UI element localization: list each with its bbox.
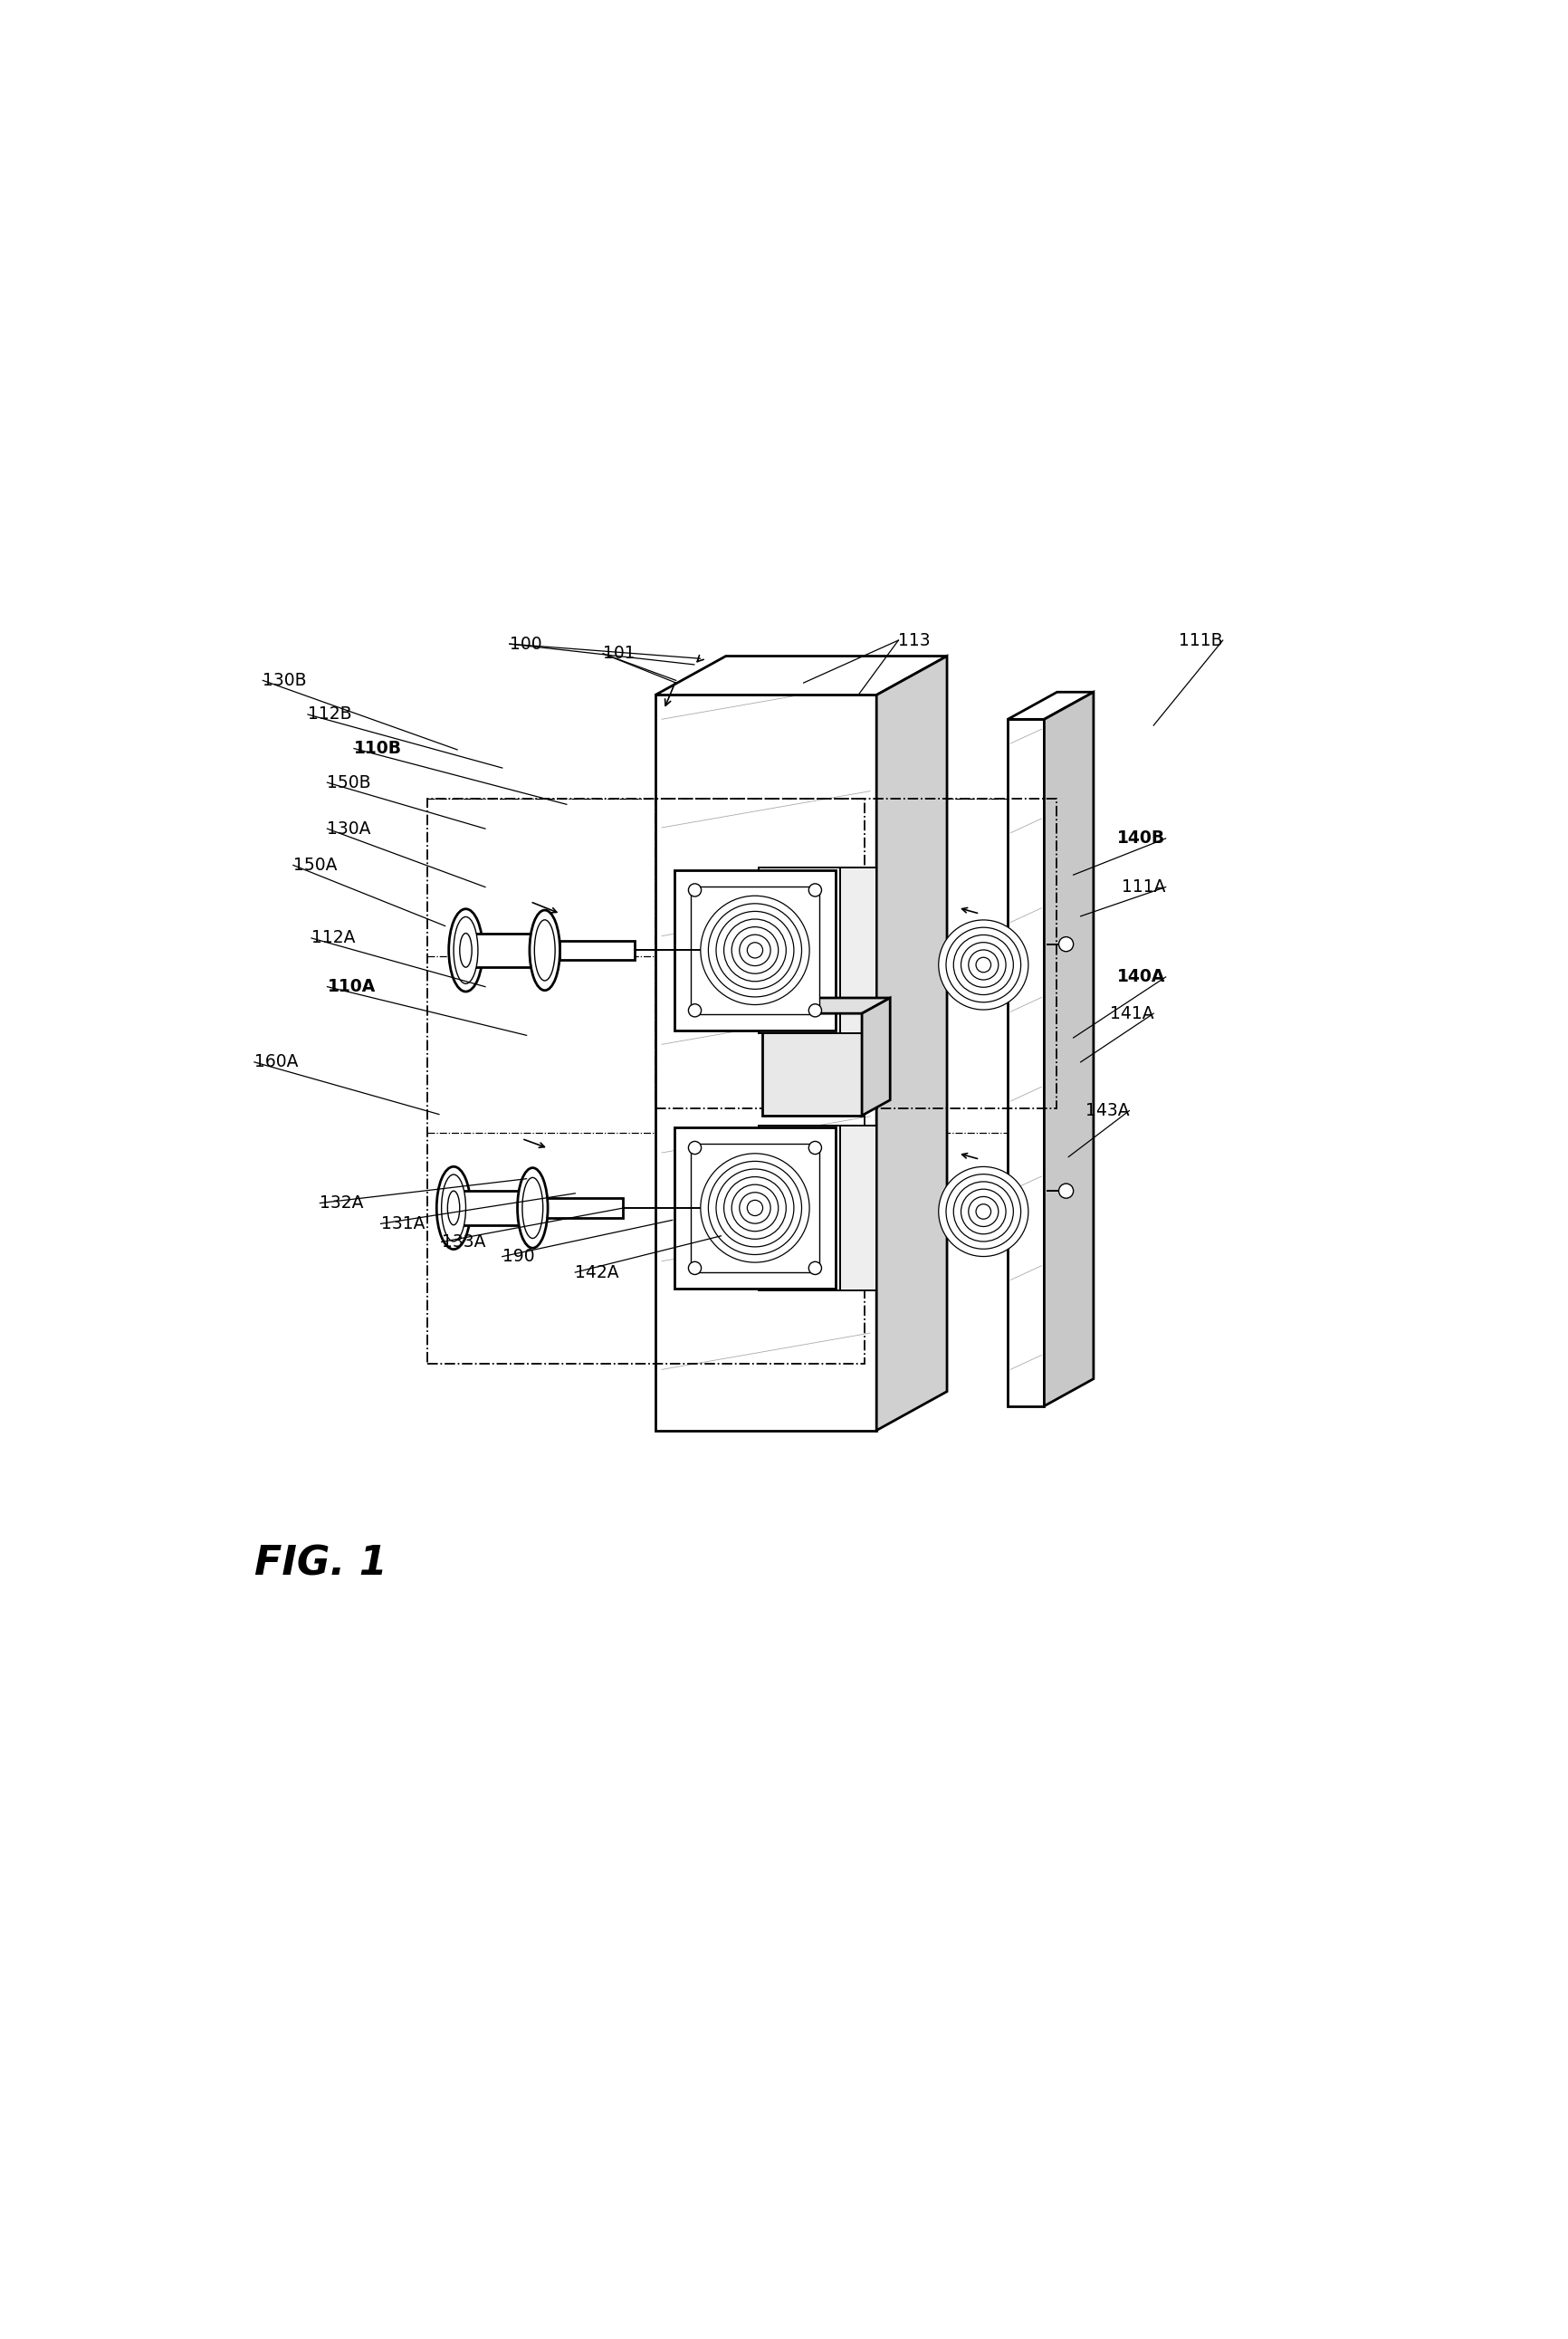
Text: 150A: 150A [293, 856, 337, 875]
Ellipse shape [459, 933, 472, 968]
Circle shape [740, 936, 770, 966]
Bar [674, 870, 836, 1031]
Circle shape [701, 896, 809, 1006]
Text: 150B: 150B [328, 774, 372, 791]
Polygon shape [1044, 692, 1093, 1406]
Text: 100: 100 [510, 636, 543, 653]
Circle shape [732, 1184, 778, 1230]
Polygon shape [1008, 692, 1093, 720]
Circle shape [809, 884, 822, 896]
Bar [655, 695, 877, 1431]
Text: 190: 190 [502, 1249, 535, 1265]
Text: 142A: 142A [575, 1263, 619, 1282]
Ellipse shape [522, 1177, 543, 1237]
Circle shape [809, 1261, 822, 1275]
Circle shape [717, 912, 793, 989]
Ellipse shape [453, 917, 478, 985]
Circle shape [939, 919, 1029, 1010]
Circle shape [969, 1198, 999, 1226]
Circle shape [688, 1003, 701, 1017]
Circle shape [717, 1170, 793, 1247]
Bar [453, 1191, 533, 1226]
Ellipse shape [442, 1174, 466, 1242]
Text: 112A: 112A [312, 929, 356, 947]
Circle shape [946, 929, 1021, 1001]
Text: 140B: 140B [1118, 830, 1165, 847]
Bar [840, 1125, 877, 1291]
Circle shape [939, 1167, 1029, 1256]
Bar [655, 798, 1057, 1109]
Circle shape [688, 1261, 701, 1275]
Bar [759, 868, 856, 1034]
Circle shape [809, 1003, 822, 1017]
Circle shape [748, 1200, 762, 1216]
Text: 133A: 133A [442, 1233, 486, 1251]
Bar [426, 798, 864, 1364]
Text: 141A: 141A [1110, 1006, 1154, 1022]
Circle shape [724, 919, 786, 982]
Circle shape [969, 950, 999, 980]
Polygon shape [762, 999, 891, 1013]
Circle shape [748, 943, 762, 959]
Circle shape [732, 926, 778, 973]
Bar [547, 1198, 622, 1219]
Text: 110A: 110A [328, 978, 375, 996]
Circle shape [1058, 938, 1074, 952]
Text: FIG. 1: FIG. 1 [254, 1544, 387, 1584]
Circle shape [953, 936, 1013, 994]
Circle shape [740, 1193, 770, 1223]
Bar [560, 940, 635, 959]
Circle shape [688, 1141, 701, 1153]
Ellipse shape [517, 1167, 547, 1249]
Ellipse shape [448, 910, 483, 992]
Bar [759, 1125, 856, 1291]
Circle shape [809, 1141, 822, 1153]
Text: 113: 113 [898, 632, 931, 648]
Circle shape [953, 1181, 1013, 1242]
Circle shape [701, 1153, 809, 1263]
Text: 160A: 160A [254, 1053, 298, 1071]
Circle shape [961, 943, 1007, 987]
Text: 110B: 110B [354, 739, 401, 758]
Ellipse shape [535, 919, 555, 980]
Bar [1008, 720, 1044, 1406]
Polygon shape [862, 999, 891, 1116]
Text: 111A: 111A [1121, 879, 1165, 896]
Circle shape [946, 1174, 1021, 1249]
Circle shape [724, 1177, 786, 1240]
Ellipse shape [530, 910, 560, 989]
Text: 112B: 112B [307, 706, 351, 723]
Circle shape [975, 1205, 991, 1219]
Circle shape [709, 903, 801, 996]
Bar [466, 933, 544, 968]
Bar [840, 868, 877, 1034]
Text: 131A: 131A [381, 1216, 425, 1233]
Bar [762, 1013, 862, 1116]
Bar [691, 1144, 818, 1272]
Bar [691, 886, 818, 1015]
Circle shape [961, 1188, 1007, 1235]
Text: 101: 101 [604, 646, 635, 662]
Bar [674, 1127, 836, 1289]
Ellipse shape [447, 1191, 459, 1226]
Polygon shape [877, 657, 947, 1431]
Ellipse shape [436, 1167, 470, 1249]
Text: 111B: 111B [1179, 632, 1223, 648]
Circle shape [688, 884, 701, 896]
Text: 130A: 130A [328, 821, 372, 837]
Polygon shape [655, 657, 947, 695]
Text: 130B: 130B [263, 671, 307, 690]
Text: 132A: 132A [320, 1195, 364, 1212]
Text: 140A: 140A [1118, 968, 1165, 985]
Circle shape [975, 957, 991, 973]
Text: 143A: 143A [1085, 1102, 1129, 1120]
Circle shape [1058, 1184, 1074, 1198]
Circle shape [709, 1160, 801, 1254]
